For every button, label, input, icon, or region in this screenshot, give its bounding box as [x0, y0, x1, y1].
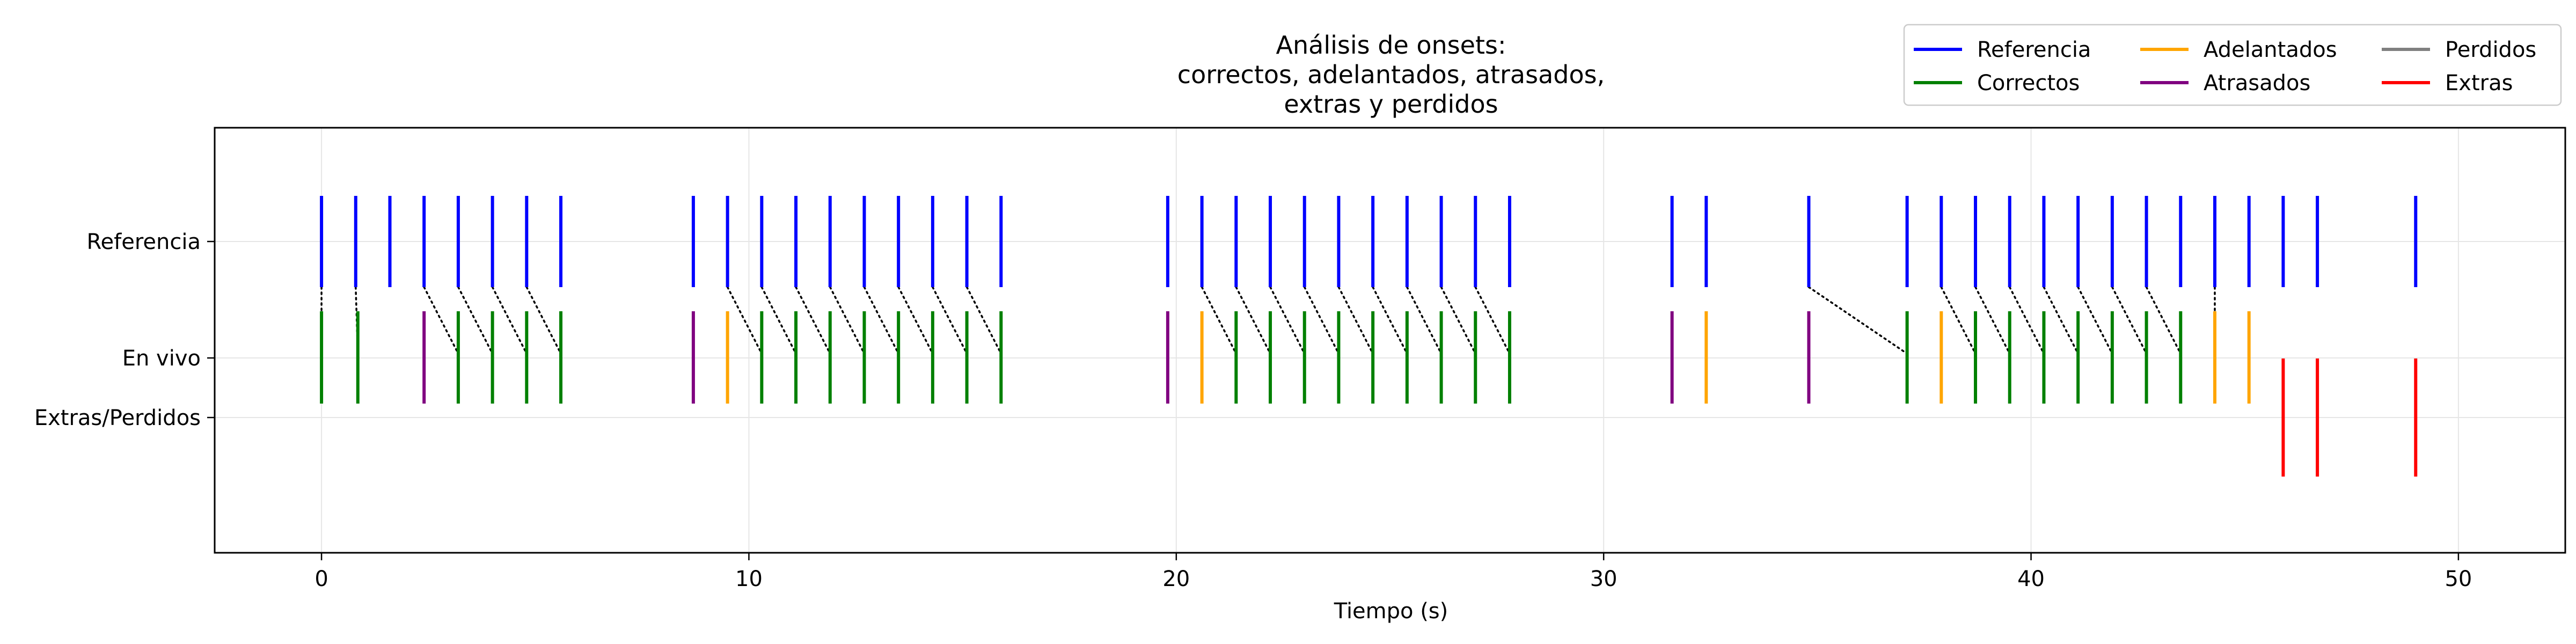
match-connector — [1474, 286, 1511, 355]
match-connector — [1337, 286, 1374, 355]
match-connector — [457, 286, 494, 355]
match-connector — [897, 286, 934, 355]
legend-label: Atrasados — [2204, 71, 2310, 96]
match-connector — [726, 286, 763, 355]
x-axis-label: Tiempo (s) — [1334, 599, 1448, 624]
match-connector — [932, 286, 968, 355]
y-tick-label: Extras/Perdidos — [34, 406, 201, 430]
x-tick-label: 40 — [2017, 567, 2045, 591]
legend-label: Correctos — [1977, 71, 2080, 96]
match-connector — [2077, 286, 2113, 355]
match-connector — [1440, 286, 1477, 355]
legend-box — [1903, 24, 2562, 106]
x-tick-label: 20 — [1162, 567, 1190, 591]
match-connector — [2008, 286, 2045, 355]
legend-label: Extras — [2445, 71, 2513, 96]
x-tick-label: 30 — [1590, 567, 1618, 591]
chart-title-line-3: extras y perdidos — [1284, 90, 1498, 119]
match-connector — [1807, 286, 1908, 355]
match-connector — [2111, 286, 2148, 355]
match-connector — [423, 286, 459, 355]
legend: Referencia Correctos Adelantados Atrasados P… — [1903, 24, 2562, 106]
grid-lines — [215, 128, 2565, 553]
match-connector — [525, 286, 562, 355]
chart-title-line-1: Análisis de onsets: — [1276, 31, 1506, 60]
match-connector — [1201, 286, 1238, 355]
plot-frame — [214, 127, 2566, 554]
match-connector — [1303, 286, 1340, 355]
match-connector — [1940, 286, 1977, 355]
match-connector — [2043, 286, 2079, 355]
match-connector — [1269, 286, 1306, 355]
x-tick-label: 50 — [2445, 567, 2472, 591]
match-connector — [760, 286, 797, 355]
x-tick-label: 10 — [735, 567, 763, 591]
match-connectors — [320, 286, 2216, 355]
y-tick-label: Referencia — [87, 230, 201, 254]
event-markers — [320, 196, 2418, 477]
match-connector — [1974, 286, 2011, 355]
match-connector — [863, 286, 899, 355]
match-connector — [965, 286, 1002, 355]
legend-label: Referencia — [1977, 38, 2091, 62]
y-tick-label: En vivo — [122, 346, 201, 371]
legend-label: Perdidos — [2445, 38, 2536, 62]
match-connector — [1372, 286, 1408, 355]
match-connector — [2145, 286, 2182, 355]
match-connector — [1235, 286, 1271, 355]
chart-title: Análisis de onsets: correctos, adelantad… — [1177, 31, 1605, 119]
axes: 0 10 20 30 40 50 Referencia En vivo Extras/Perdi… — [34, 230, 2472, 591]
x-tick-label: 0 — [314, 567, 328, 591]
chart-title-line-2: correctos, adelantados, atrasados, — [1177, 60, 1605, 89]
match-connector — [795, 286, 831, 355]
match-connector — [491, 286, 528, 355]
legend-label: Adelantados — [2204, 38, 2337, 62]
match-connector — [1406, 286, 1443, 355]
match-connector — [829, 286, 866, 355]
